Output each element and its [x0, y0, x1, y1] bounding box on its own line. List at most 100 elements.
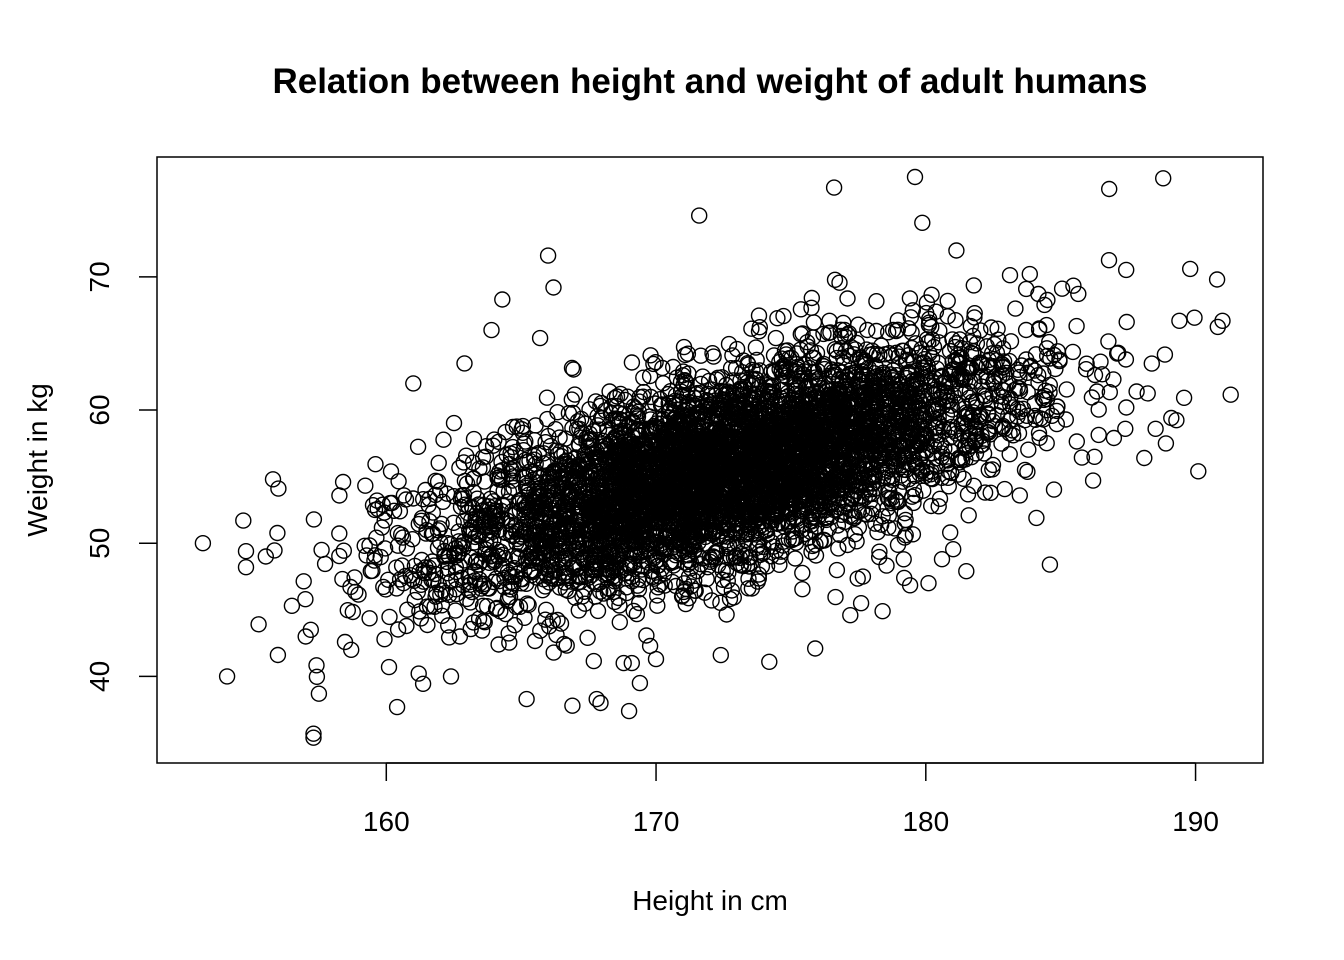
- data-point: [552, 615, 570, 632]
- data-point: [883, 441, 900, 458]
- data-point: [1030, 424, 1048, 442]
- data-point: [316, 555, 334, 573]
- data-point: [896, 505, 913, 522]
- data-point: [725, 589, 742, 606]
- data-point: [528, 531, 545, 549]
- data-point: [389, 537, 407, 554]
- data-point: [465, 614, 482, 631]
- data-point: [649, 587, 666, 604]
- data-point: [435, 431, 452, 448]
- data-point: [907, 486, 924, 504]
- data-point: [947, 312, 964, 329]
- data-point: [380, 658, 398, 676]
- scatter-points: [194, 168, 1239, 746]
- data-point: [848, 533, 865, 550]
- data-point: [702, 492, 719, 509]
- data-point: [432, 482, 449, 499]
- data-point: [467, 528, 484, 546]
- data-point: [871, 543, 888, 560]
- data-point: [1053, 280, 1071, 297]
- data-point: [623, 354, 641, 371]
- data-point: [631, 426, 648, 443]
- data-point: [850, 383, 867, 401]
- data-point: [589, 602, 607, 620]
- data-point: [958, 404, 975, 421]
- data-point: [390, 473, 407, 490]
- data-point: [675, 363, 692, 380]
- data-point: [880, 519, 897, 536]
- data-point: [380, 571, 397, 588]
- data-point: [543, 551, 561, 568]
- data-point: [398, 617, 415, 635]
- data-point: [748, 371, 766, 389]
- data-point: [858, 373, 875, 391]
- data-point: [868, 322, 885, 340]
- data-point: [1118, 313, 1135, 331]
- data-point: [1016, 461, 1034, 479]
- data-point: [564, 404, 582, 422]
- data-point: [269, 646, 287, 664]
- data-point: [828, 561, 846, 579]
- data-point: [930, 498, 947, 515]
- data-point: [689, 498, 706, 515]
- data-point: [707, 549, 725, 567]
- data-point: [876, 346, 893, 363]
- data-point: [1214, 312, 1231, 329]
- data-point: [901, 290, 919, 307]
- data-point: [865, 432, 883, 449]
- data-point: [731, 549, 749, 567]
- data-point: [1068, 317, 1085, 335]
- data-point: [397, 567, 414, 585]
- data-point: [629, 577, 646, 594]
- data-point: [483, 321, 500, 339]
- data-point: [871, 548, 888, 566]
- data-point: [505, 459, 522, 477]
- data-point: [973, 378, 990, 395]
- data-point: [1208, 271, 1226, 288]
- data-point: [545, 468, 562, 486]
- data-point: [740, 570, 757, 587]
- data-point: [413, 509, 431, 527]
- data-point: [750, 307, 768, 324]
- data-point: [1045, 346, 1063, 364]
- data-point: [826, 341, 844, 358]
- data-point: [608, 388, 626, 405]
- data-point: [440, 629, 458, 646]
- data-point: [998, 364, 1015, 381]
- data-point: [620, 702, 638, 720]
- data-point: [592, 694, 609, 712]
- data-point: [729, 391, 746, 408]
- data-point: [727, 359, 745, 377]
- data-point: [895, 551, 912, 568]
- data-point: [539, 247, 557, 264]
- data-point: [1090, 401, 1107, 418]
- data-point: [1128, 383, 1145, 400]
- data-point: [773, 361, 790, 378]
- data-point: [890, 403, 907, 420]
- data-point: [331, 487, 348, 504]
- data-point: [579, 629, 596, 646]
- data-point: [487, 600, 505, 618]
- data-point: [1001, 446, 1018, 463]
- data-point: [701, 524, 718, 542]
- data-point: [270, 480, 287, 497]
- data-point: [442, 668, 460, 685]
- data-point: [409, 583, 426, 601]
- data-point: [820, 324, 837, 342]
- data-point: [599, 583, 617, 601]
- data-point: [942, 524, 959, 541]
- data-point: [718, 606, 735, 623]
- data-point: [431, 520, 448, 537]
- data-point: [429, 539, 447, 556]
- data-point: [993, 393, 1010, 411]
- data-point: [831, 274, 848, 291]
- data-point: [641, 367, 659, 385]
- data-point: [460, 581, 477, 599]
- data-point: [612, 385, 629, 403]
- data-point: [712, 646, 729, 664]
- data-point: [405, 490, 422, 507]
- data-point: [747, 339, 765, 356]
- data-point: [477, 513, 494, 530]
- data-point: [419, 616, 436, 634]
